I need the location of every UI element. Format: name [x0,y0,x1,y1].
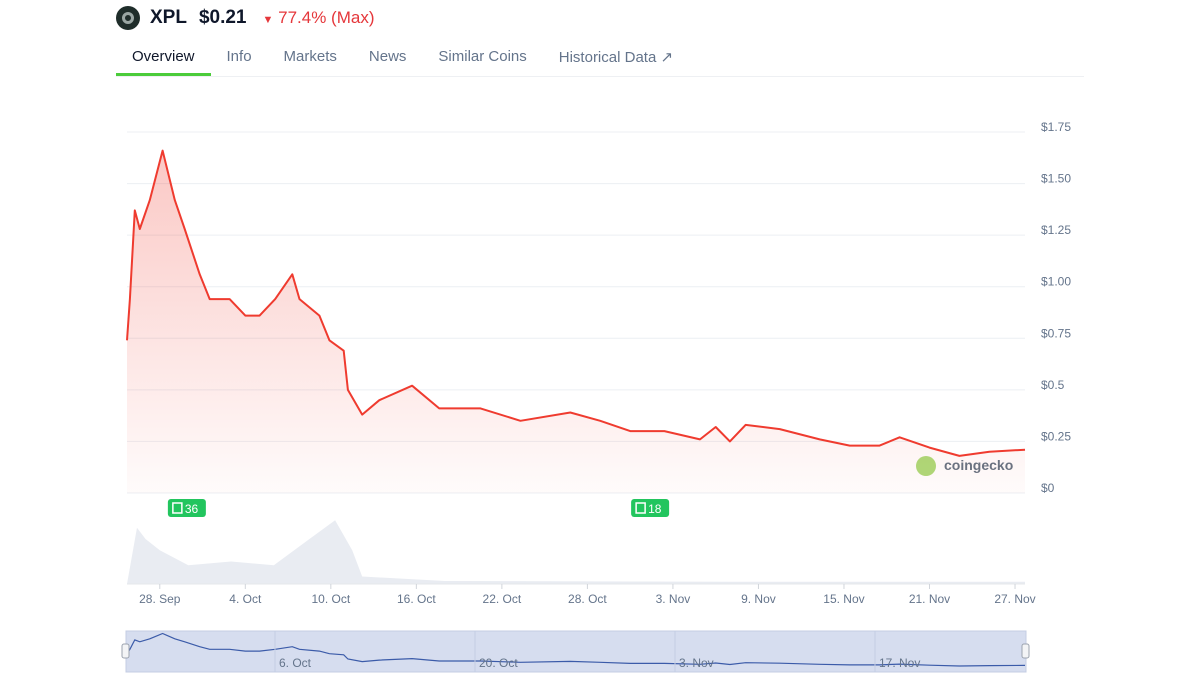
caret-down-icon: ▼ [262,14,274,26]
x-tick-label: 3. Nov [656,592,691,606]
navigator-label: 6. Oct [279,656,312,670]
xpl-logo-icon [116,6,140,30]
tab-overview[interactable]: Overview [116,38,211,76]
x-tick-label: 27. Nov [994,592,1035,606]
navigator-right-handle[interactable] [1021,643,1030,659]
y-tick-label: $0.75 [1041,326,1071,340]
y-tick-label: $1.75 [1041,120,1071,134]
news-badge-count: 18 [648,502,662,516]
news-badge[interactable]: 36 [167,499,206,517]
x-tick-label: 16. Oct [397,592,436,606]
y-tick-label: $1.25 [1041,223,1071,237]
price-change: ▼ 77.4% (Max) [262,8,375,27]
coin-price: $0.21 [198,7,247,28]
navigator-label: 20. Oct [479,656,518,670]
navigator-left-handle[interactable] [121,643,130,659]
external-link-icon: ↗ [660,49,674,66]
newspaper-icon [172,502,183,514]
x-tick-label: 21. Nov [909,592,950,606]
tab-bar: Overview Info Markets News Similar Coins… [116,38,1084,77]
x-tick-label: 28. Sep [139,592,181,606]
price-line [126,149,1026,457]
volume-area [127,520,1025,584]
newspaper-icon [635,502,646,514]
y-tick-label: $1.50 [1041,172,1071,186]
x-tick-label: 28. Oct [568,592,607,606]
coin-header: XPL $0.21 ▼ 77.4% (Max) [116,6,375,30]
y-tick-label: $1.00 [1041,275,1071,289]
price-area-fill [127,150,1025,493]
x-tick-label: 9. Nov [741,592,776,606]
coin-symbol: XPL [150,7,187,28]
x-tick-label: 15. Nov [823,592,864,606]
navigator-label: 3. Nov [679,656,714,670]
tab-info[interactable]: Info [226,48,252,65]
tab-historical-data[interactable]: Historical Data ↗ [558,49,674,66]
y-tick-label: $0.25 [1041,429,1071,443]
x-tick-label: 10. Oct [311,592,350,606]
news-badge[interactable]: 18 [631,499,670,517]
x-tick-label: 4. Oct [229,592,262,606]
tab-markets[interactable]: Markets [283,48,337,65]
y-tick-label: $0 [1041,481,1055,495]
x-tick-label: 22. Oct [483,592,522,606]
navigator-line [126,632,1026,667]
svg-text:coingecko: coingecko [944,457,1013,473]
news-badge-count: 36 [185,502,199,516]
coingecko-watermark: coingecko [916,456,1013,476]
tab-news[interactable]: News [368,48,407,65]
navigator-label: 17. Nov [879,656,920,670]
tab-similar-coins[interactable]: Similar Coins [438,48,527,65]
y-tick-label: $0.5 [1041,378,1065,392]
